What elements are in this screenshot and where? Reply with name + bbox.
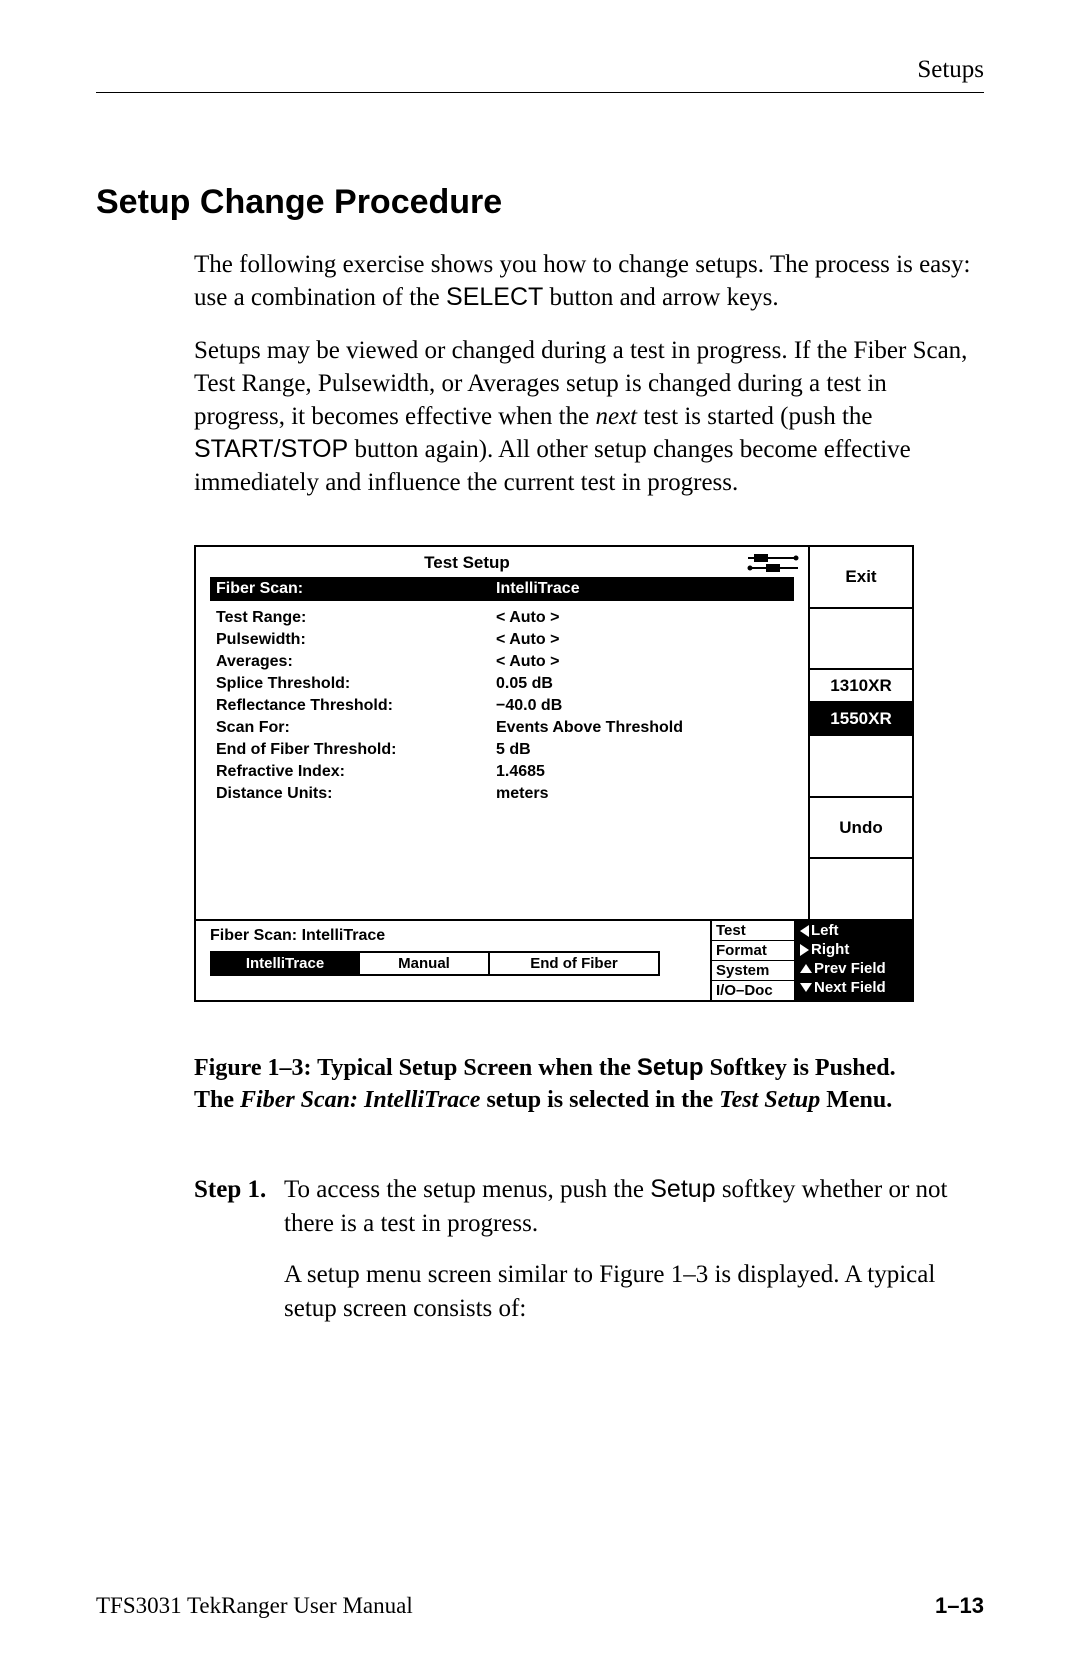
softkey-column: Exit 1310XR 1550XR Undo (810, 547, 912, 919)
step-1: Step 1. To access the setup menus, push … (194, 1173, 984, 1241)
right-arrow-icon (800, 944, 809, 956)
option-row: IntelliTrace Manual End of Fiber (210, 951, 700, 976)
text: setup is selected in the (480, 1087, 719, 1113)
fiber-scan-header: Fiber Scan: IntelliTrace (210, 577, 794, 601)
text: A setup menu screen similar to Figure 1–… (284, 1258, 984, 1326)
fiber-scan-ital: Fiber Scan: IntelliTrace (240, 1087, 480, 1113)
slider-icon (738, 548, 808, 574)
bottom-current-setup: Fiber Scan: IntelliTrace (210, 927, 700, 945)
nav-prev-field: Prev Field (796, 959, 912, 978)
intro-para-2: Setups may be viewed or changed during a… (194, 334, 978, 499)
option-intellitrace[interactable]: IntelliTrace (210, 951, 360, 976)
param-splice-threshold: Splice Threshold:0.05 dB (210, 673, 794, 695)
nav-left: Left (796, 921, 912, 940)
param-refractive-index: Refractive Index:1.4685 (210, 761, 794, 783)
tab-test[interactable]: Test (712, 921, 794, 941)
setup-softkey-ref: Setup (650, 1175, 715, 1203)
param-test-range: Test Range:< Auto > (210, 607, 794, 629)
param-averages: Averages:< Auto > (210, 651, 794, 673)
nav-next-field: Next Field (796, 978, 912, 997)
left-arrow-icon (800, 925, 809, 937)
nav-hints: Left Right Prev Field Next Field (796, 921, 912, 1000)
softkey-undo[interactable]: Undo (810, 798, 912, 860)
setup-ref: Setup (637, 1054, 704, 1081)
test-setup-ital: Test Setup (719, 1087, 820, 1113)
softkey-1310xr[interactable]: 1310XR (810, 670, 912, 703)
page-header-section: Setups (96, 56, 984, 93)
setup-screen-figure: Test Setup (194, 545, 914, 1002)
tab-format[interactable]: Format (712, 941, 794, 961)
text: test is started (push the (637, 403, 872, 430)
up-arrow-icon (800, 964, 812, 973)
select-button-ref: SELECT (446, 283, 543, 311)
softkey-blank-1 (810, 609, 912, 671)
manual-title: TFS3031 TekRanger User Manual (96, 1593, 413, 1619)
nav-right: Right (796, 940, 912, 959)
text: button and arrow keys. (543, 284, 778, 311)
softkey-exit[interactable]: Exit (810, 547, 912, 609)
step-1-cont: A setup menu screen similar to Figure 1–… (194, 1258, 984, 1326)
down-arrow-icon (800, 983, 812, 992)
step-1-label: Step 1. (194, 1173, 284, 1241)
option-manual[interactable]: Manual (360, 951, 490, 976)
next-emph: next (595, 403, 637, 430)
param-reflectance-threshold: Reflectance Threshold:−40.0 dB (210, 695, 794, 717)
intro-para-1: The following exercise shows you how to … (194, 248, 978, 314)
page-number: 1–13 (935, 1593, 984, 1619)
softkey-1550xr[interactable]: 1550XR (810, 703, 912, 734)
param-distance-units: Distance Units:meters (210, 783, 794, 805)
text: To access the setup menus, push the (284, 1176, 650, 1203)
menu-tabs: Test Format System I/O–Doc (712, 921, 796, 1000)
param-eof-threshold: End of Fiber Threshold:5 dB (210, 739, 794, 761)
figure-caption: Figure 1–3: Typical Setup Screen when th… (194, 1052, 914, 1117)
header-label: Fiber Scan: (216, 580, 496, 598)
text: Menu. (820, 1087, 892, 1113)
param-scan-for: Scan For:Events Above Threshold (210, 717, 794, 739)
text: Figure 1–3: Typical Setup Screen when th… (194, 1055, 637, 1081)
tab-io-doc[interactable]: I/O–Doc (712, 981, 794, 1000)
start-stop-ref: START/STOP (194, 435, 348, 463)
param-pulsewidth: Pulsewidth:< Auto > (210, 629, 794, 651)
softkey-blank-3 (810, 859, 912, 919)
tab-system[interactable]: System (712, 961, 794, 981)
page-footer: TFS3031 TekRanger User Manual 1–13 (96, 1593, 984, 1619)
header-value: IntelliTrace (496, 580, 788, 598)
figure-title: Test Setup (196, 547, 738, 575)
softkey-wavelength[interactable]: 1310XR 1550XR (810, 670, 912, 736)
softkey-blank-2 (810, 736, 912, 798)
option-end-of-fiber[interactable]: End of Fiber (490, 951, 660, 976)
main-heading: Setup Change Procedure (96, 183, 984, 222)
